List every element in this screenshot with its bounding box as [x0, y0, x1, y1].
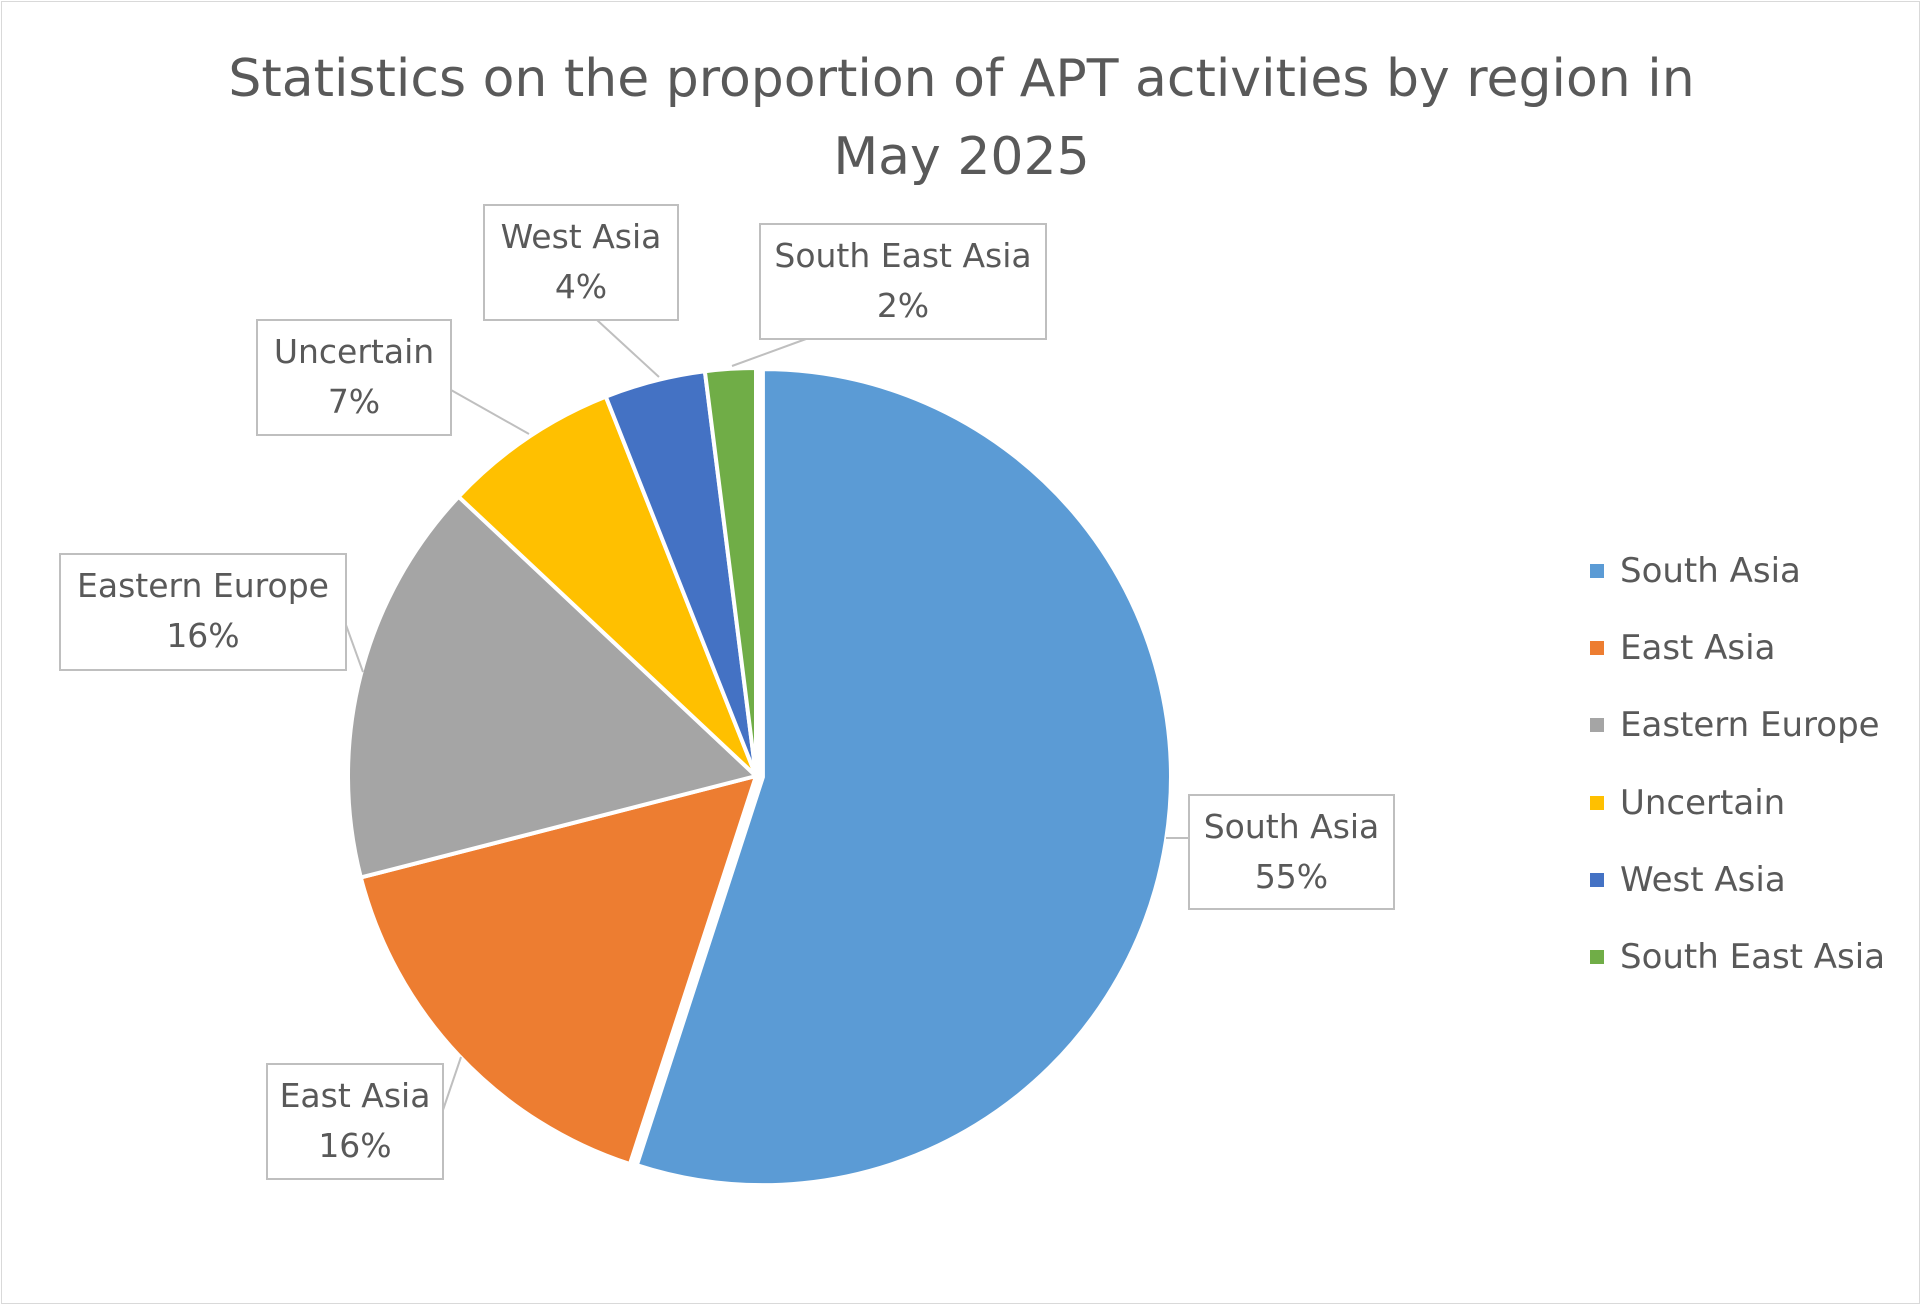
chart-title: Statistics on the proportion of APT acti…	[0, 40, 1923, 196]
legend-label: East Asia	[1620, 627, 1776, 668]
legend-label: South East Asia	[1620, 937, 1886, 978]
legend-item-uncertain: Uncertain	[1590, 764, 1885, 841]
legend-item-south-asia: South Asia	[1590, 532, 1885, 609]
data-label-value: 2%	[876, 286, 930, 325]
legend-item-eastern-europe: Eastern Europe	[1590, 687, 1885, 764]
leader-line-south-east-asia	[731, 338, 807, 367]
legend-swatch	[1590, 795, 1604, 810]
legend-item-east-asia: East Asia	[1590, 609, 1885, 686]
pie-slices	[346, 365, 1173, 1188]
pie-slice-uncertain	[455, 394, 758, 778]
data-label-value: 7%	[327, 382, 381, 421]
pie-slice-eastern-europe	[346, 493, 761, 880]
leader-line-eastern-europe	[345, 624, 364, 673]
pie-slice-south-east-asia	[702, 365, 758, 777]
data-label-value: 4%	[554, 267, 608, 306]
data-label-value: 16%	[318, 1126, 392, 1165]
legend-swatch	[1590, 563, 1604, 578]
data-label-category: Uncertain	[273, 332, 435, 371]
leader-lines	[345, 319, 1188, 1111]
legend-label: South Asia	[1620, 550, 1801, 591]
legend-label: West Asia	[1620, 859, 1786, 900]
legend-label: Uncertain	[1620, 782, 1786, 823]
chart-title-line-2: May 2025	[833, 127, 1090, 187]
data-label-south-asia: South Asia 55%	[1188, 794, 1395, 910]
data-label-category: West Asia	[500, 217, 662, 256]
pie-slice-east-asia	[358, 773, 760, 1167]
chart-title-line-1: Statistics on the proportion of APT acti…	[228, 49, 1695, 109]
data-label-category: East Asia	[279, 1076, 431, 1115]
data-label-south-east-asia: South East Asia 2%	[759, 223, 1047, 340]
pie-slice-south-asia	[634, 367, 1173, 1188]
legend-item-south-east-asia: South East Asia	[1590, 918, 1885, 995]
leader-line-uncertain	[450, 389, 530, 435]
leader-line-west-asia	[596, 319, 660, 378]
legend-swatch	[1590, 872, 1604, 887]
legend-swatch	[1590, 718, 1604, 733]
legend-swatch	[1590, 640, 1604, 655]
data-label-category: South Asia	[1203, 807, 1380, 846]
data-label-east-asia: East Asia 16%	[266, 1063, 444, 1180]
chart-legend: South Asia East Asia Eastern Europe Uncerta…	[1590, 532, 1885, 996]
data-label-uncertain: Uncertain 7%	[256, 319, 452, 436]
legend-label: Eastern Europe	[1620, 705, 1880, 746]
legend-item-west-asia: West Asia	[1590, 841, 1885, 918]
legend-swatch	[1590, 950, 1604, 965]
data-label-value: 55%	[1254, 857, 1329, 896]
data-label-category: Eastern Europe	[77, 566, 329, 605]
data-label-value: 16%	[166, 616, 240, 655]
data-label-eastern-europe: Eastern Europe 16%	[59, 553, 347, 671]
data-label-category: South East Asia	[774, 236, 1032, 275]
leader-line-east-asia	[442, 1056, 462, 1111]
data-label-west-asia: West Asia 4%	[483, 204, 679, 321]
